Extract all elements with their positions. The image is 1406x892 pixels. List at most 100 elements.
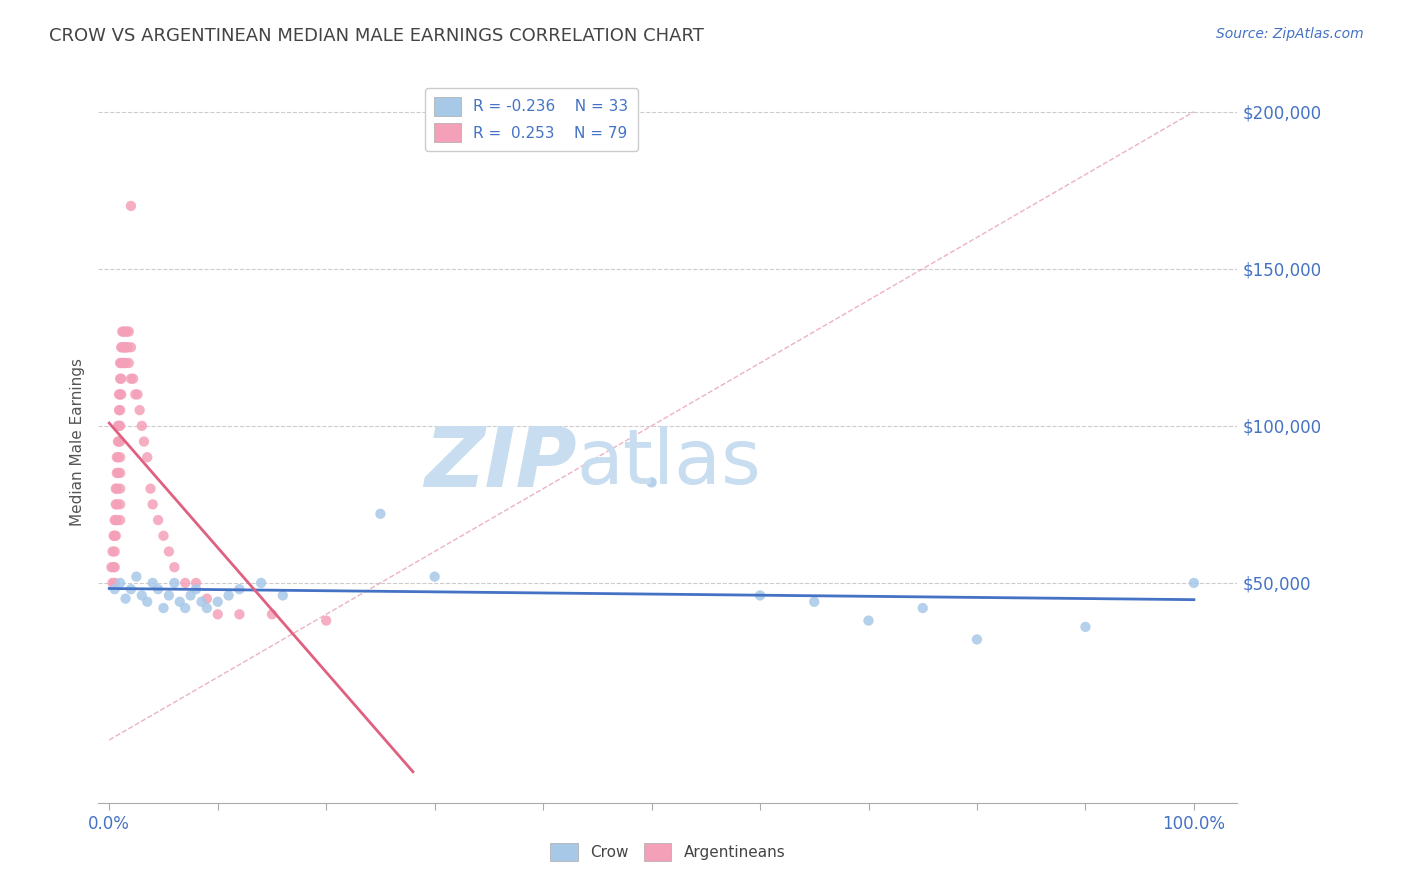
Point	[228, 607, 250, 622]
Point	[184, 575, 207, 590]
Point	[108, 450, 131, 465]
Point	[107, 450, 129, 465]
Point	[114, 325, 136, 339]
Point	[108, 372, 131, 386]
Point	[104, 529, 127, 543]
Point	[157, 589, 180, 603]
Point	[125, 569, 148, 583]
Point	[271, 589, 294, 603]
Y-axis label: Median Male Earnings: Median Male Earnings	[69, 358, 84, 525]
Point	[1074, 620, 1097, 634]
Point	[315, 614, 337, 628]
Point	[108, 356, 131, 370]
Point	[114, 591, 136, 606]
Point	[1182, 575, 1205, 590]
Point	[104, 575, 127, 590]
Point	[111, 325, 134, 339]
Point	[105, 482, 128, 496]
Point	[101, 575, 124, 590]
Point	[104, 513, 127, 527]
Point	[108, 482, 131, 496]
Point	[157, 544, 180, 558]
Point	[104, 560, 127, 574]
Point	[142, 575, 165, 590]
Point	[108, 387, 131, 401]
Point	[105, 513, 128, 527]
Point	[103, 529, 125, 543]
Text: ZIP: ZIP	[425, 423, 576, 504]
Point	[110, 387, 132, 401]
Point	[163, 575, 186, 590]
Point	[104, 482, 127, 496]
Point	[127, 387, 149, 401]
Point	[640, 475, 662, 490]
Text: CROW VS ARGENTINEAN MEDIAN MALE EARNINGS CORRELATION CHART: CROW VS ARGENTINEAN MEDIAN MALE EARNINGS…	[49, 27, 704, 45]
Point	[120, 372, 142, 386]
Point	[180, 589, 202, 603]
Point	[114, 356, 136, 370]
Point	[132, 434, 155, 449]
Point	[218, 589, 240, 603]
Point	[195, 591, 218, 606]
Point	[104, 513, 127, 527]
Point	[112, 325, 135, 339]
Point	[174, 601, 197, 615]
Point	[207, 595, 229, 609]
Point	[131, 589, 153, 603]
Point	[142, 497, 165, 511]
Point	[104, 529, 127, 543]
Point	[108, 575, 131, 590]
Point	[260, 607, 283, 622]
Text: atlas: atlas	[576, 426, 762, 500]
Point	[117, 340, 139, 354]
Point	[100, 560, 122, 574]
Legend: Crow, Argentineans: Crow, Argentineans	[544, 837, 792, 867]
Point	[120, 199, 142, 213]
Point	[107, 466, 129, 480]
Point	[114, 356, 136, 370]
Point	[105, 450, 128, 465]
Point	[108, 434, 131, 449]
Point	[120, 340, 142, 354]
Point	[136, 450, 159, 465]
Point	[228, 582, 250, 597]
Point	[152, 601, 174, 615]
Point	[108, 513, 131, 527]
Point	[104, 544, 127, 558]
Point	[101, 544, 124, 558]
Point	[195, 601, 218, 615]
Point	[118, 356, 141, 370]
Point	[128, 403, 150, 417]
Point	[966, 632, 988, 647]
Point	[139, 482, 162, 496]
Point	[105, 466, 128, 480]
Point	[115, 325, 138, 339]
Point	[803, 595, 825, 609]
Point	[108, 418, 131, 433]
Point	[146, 513, 169, 527]
Point	[122, 372, 145, 386]
Point	[112, 356, 135, 370]
Point	[107, 434, 129, 449]
Point	[131, 418, 153, 433]
Point	[112, 340, 135, 354]
Point	[108, 403, 131, 417]
Point	[104, 497, 127, 511]
Point	[184, 582, 207, 597]
Point	[370, 507, 392, 521]
Point	[124, 387, 146, 401]
Point	[749, 589, 772, 603]
Point	[152, 529, 174, 543]
Point	[207, 607, 229, 622]
Point	[115, 340, 138, 354]
Point	[110, 356, 132, 370]
Point	[103, 560, 125, 574]
Point	[110, 340, 132, 354]
Point	[169, 595, 191, 609]
Point	[114, 340, 136, 354]
Point	[108, 403, 131, 417]
Point	[163, 560, 186, 574]
Point	[423, 569, 446, 583]
Point	[104, 582, 127, 597]
Point	[250, 575, 273, 590]
